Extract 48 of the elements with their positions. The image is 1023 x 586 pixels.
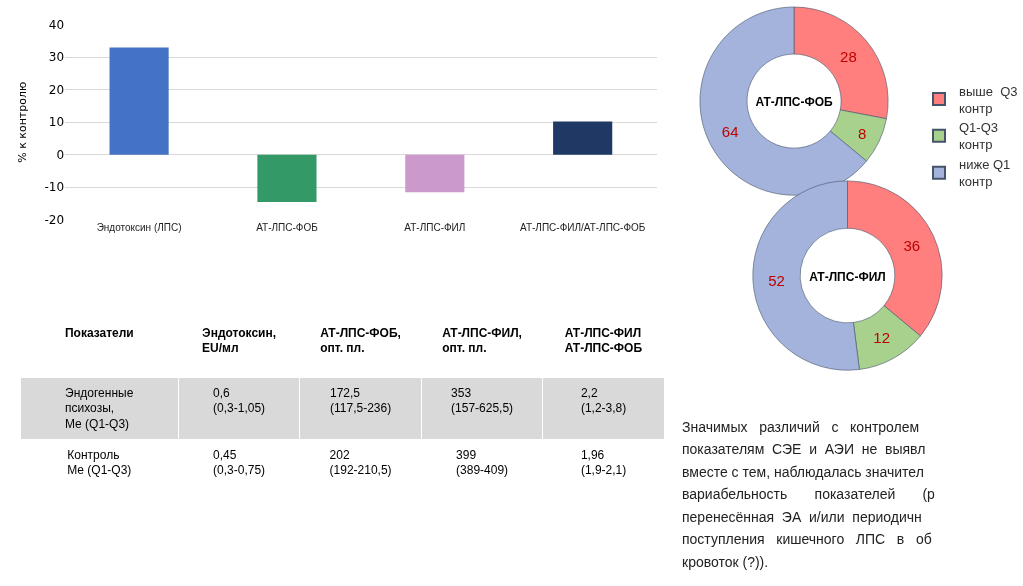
y-tick-label: 20 (48, 82, 65, 97)
y-tick-label: 30 (48, 50, 65, 65)
text: 399 (389-409) (456, 447, 509, 478)
text: АТ-ЛПС-ФИЛ (809, 269, 886, 284)
data-label: 12 (873, 329, 891, 347)
data-label: 8 (858, 124, 867, 142)
legend-label: ниже Q1 контр (959, 157, 1011, 190)
text: АТ-ЛПС-ФОБ (755, 95, 834, 110)
text: 0,45 (0,3-0,75) (213, 447, 266, 478)
data-label: 36 (903, 236, 921, 254)
category-label: Эндогенные психозы, Me (Q1-Q3) (65, 385, 134, 431)
category-label: АТ-ЛПС-ФОБ, опт. пл. (320, 325, 401, 356)
text: вариабельность показателей (р (682, 486, 936, 502)
x-tick-label: АТ-ЛПС-ФИЛ (404, 221, 466, 233)
y-tick-label: -10 (44, 180, 65, 195)
text: 0,6 (0,3-1,05) (213, 385, 266, 416)
data-label: 28 (840, 47, 857, 65)
y-axis-title: % к контролю (16, 81, 30, 163)
bar (553, 121, 613, 155)
text: 202 (192-210,5) (329, 447, 392, 478)
text: 172,5 (117,5-236) (330, 385, 392, 416)
bar (109, 47, 169, 155)
x-tick-label: Эндотоксин (ЛПС) (96, 221, 182, 233)
legend-label: выше Q3 контр (959, 83, 1018, 116)
text: Значимых различий с контролем (682, 419, 920, 435)
text: 2,2 (1,2-3,8) (580, 385, 627, 416)
y-tick-label: 40 (48, 17, 65, 32)
y-tick-label: 0 (56, 147, 65, 162)
text: поступления кишечного ЛПС в об (682, 531, 932, 547)
text: показателям СЭЕ и АЭИ не выявл (682, 441, 926, 457)
category-label: Эндотоксин, EU/мл (202, 325, 277, 356)
category-label: АТ-ЛПС-ФИЛ, опт. пл. (442, 325, 522, 356)
category-label: Контроль Me (Q1-Q3) (67, 447, 132, 478)
x-tick-label: АТ-ЛПС-ФОБ (256, 221, 319, 233)
data-label: 52 (768, 271, 785, 289)
bar (257, 154, 317, 202)
y-tick-label: -20 (44, 212, 65, 227)
text: вместе с тем, наблюдалась значител (682, 464, 924, 480)
category-label: АТ-ЛПС-ФИЛ АТ-ЛПС-ФОБ (564, 325, 643, 356)
text: перенесённая ЭА и/или периодичн (682, 509, 922, 525)
text: 1,96 (1,9-2,1) (580, 447, 627, 478)
category-label: Показатели (64, 325, 134, 340)
text: кровоток (?)). (682, 554, 769, 570)
bar (405, 154, 465, 193)
y-tick-label: 10 (48, 115, 65, 130)
text: 353 (157-625,5) (451, 385, 514, 416)
data-label: 64 (721, 122, 739, 140)
x-tick-label: АТ-ЛПС-ФИЛ/АТ-ЛПС-ФОБ (520, 221, 646, 233)
